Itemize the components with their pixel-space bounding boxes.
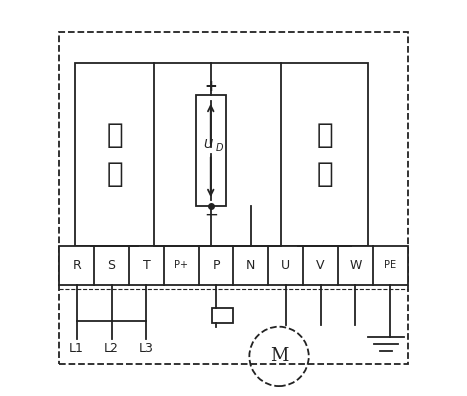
Text: L1: L1 <box>69 342 84 355</box>
Text: V: V <box>316 259 325 272</box>
Text: L2: L2 <box>104 342 119 355</box>
Text: $U$: $U$ <box>203 138 214 151</box>
Text: $D$: $D$ <box>215 141 224 153</box>
Text: S: S <box>107 259 115 272</box>
Text: T: T <box>142 259 150 272</box>
Bar <box>196 95 226 206</box>
Bar <box>212 308 234 323</box>
Text: L3: L3 <box>139 342 154 355</box>
Text: +: + <box>205 79 217 94</box>
Text: P+: P+ <box>174 260 188 270</box>
Bar <box>281 63 368 246</box>
Bar <box>59 246 408 285</box>
Bar <box>59 32 408 364</box>
Text: N: N <box>246 259 255 272</box>
Text: 整
流: 整 流 <box>106 121 123 188</box>
Text: P: P <box>212 259 220 272</box>
Bar <box>75 63 154 246</box>
Text: 逆
变: 逆 变 <box>316 121 333 188</box>
Text: W: W <box>349 259 361 272</box>
Text: M: M <box>270 347 288 366</box>
Text: −: − <box>204 206 218 224</box>
Text: PE: PE <box>384 260 396 270</box>
Text: R: R <box>72 259 81 272</box>
Text: U: U <box>281 259 290 272</box>
